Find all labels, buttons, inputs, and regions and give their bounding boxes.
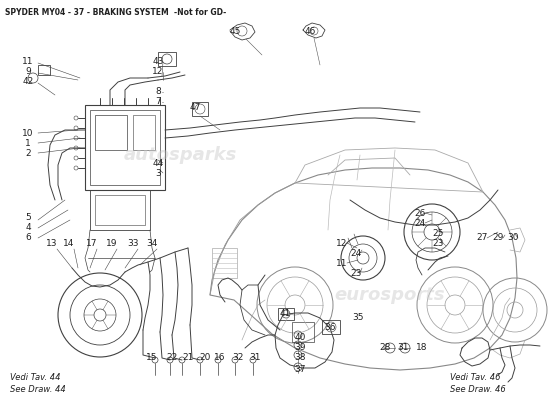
Text: 32: 32 [232, 354, 244, 362]
Bar [212, 248, 237, 278]
Text: 24: 24 [414, 218, 426, 228]
Bar [85, 105, 165, 190]
Text: 33: 33 [127, 238, 139, 248]
Text: See Draw. 44: See Draw. 44 [10, 386, 66, 394]
Text: 31: 31 [397, 344, 409, 352]
Text: 23: 23 [350, 268, 362, 278]
Text: Vedi Tav. 44: Vedi Tav. 44 [10, 374, 60, 382]
Bar [95, 195, 145, 225]
Text: 8: 8 [155, 88, 161, 96]
Bar [90, 110, 160, 185]
Bar [158, 52, 176, 66]
Bar [133, 115, 155, 150]
Bar [292, 322, 314, 342]
Text: eurosports: eurosports [335, 286, 446, 304]
Text: 29: 29 [492, 234, 504, 242]
Text: 2: 2 [25, 148, 31, 158]
Text: 46: 46 [304, 28, 316, 36]
Text: 43: 43 [152, 58, 164, 66]
Text: 41: 41 [279, 308, 291, 318]
Text: 25: 25 [432, 228, 444, 238]
Text: 34: 34 [146, 238, 158, 248]
Text: 22: 22 [166, 354, 178, 362]
Text: 12: 12 [152, 68, 164, 76]
Text: 12: 12 [336, 238, 348, 248]
Text: 26: 26 [414, 208, 426, 218]
Text: 23: 23 [432, 238, 444, 248]
Text: 7: 7 [155, 98, 161, 106]
Text: 45: 45 [229, 28, 241, 36]
Bar [322, 320, 340, 334]
Text: 37: 37 [294, 366, 306, 374]
Text: autosparks: autosparks [123, 146, 236, 164]
Text: 27: 27 [476, 234, 488, 242]
Text: 19: 19 [106, 238, 118, 248]
Text: 38: 38 [294, 354, 306, 362]
Text: 40: 40 [294, 334, 306, 342]
Bar [278, 308, 294, 320]
Text: 36: 36 [324, 324, 336, 332]
Text: 21: 21 [182, 354, 194, 362]
Bar [38, 65, 50, 75]
Bar [90, 190, 150, 230]
Text: 4: 4 [25, 224, 31, 232]
Text: See Draw. 46: See Draw. 46 [450, 386, 506, 394]
Text: 44: 44 [152, 158, 164, 168]
Bar [192, 102, 208, 116]
Text: 13: 13 [46, 238, 58, 248]
Text: 15: 15 [146, 354, 158, 362]
Text: 17: 17 [86, 238, 98, 248]
Text: 18: 18 [416, 344, 428, 352]
Text: 30: 30 [507, 234, 519, 242]
Text: 20: 20 [199, 354, 211, 362]
Bar [95, 115, 127, 150]
Text: SPYDER MY04 - 37 - BRAKING SYSTEM  -Not for GD-: SPYDER MY04 - 37 - BRAKING SYSTEM -Not f… [5, 8, 226, 17]
Text: 11: 11 [22, 58, 34, 66]
Text: 1: 1 [25, 138, 31, 148]
Text: 9: 9 [25, 68, 31, 76]
Text: 6: 6 [25, 234, 31, 242]
Text: 11: 11 [336, 258, 348, 268]
Text: 35: 35 [352, 314, 364, 322]
Text: 47: 47 [189, 104, 201, 112]
Text: 28: 28 [379, 344, 390, 352]
Text: 10: 10 [22, 128, 34, 138]
Text: 16: 16 [214, 354, 225, 362]
Text: 24: 24 [350, 248, 362, 258]
Text: Vedi Tav. 46: Vedi Tav. 46 [450, 374, 500, 382]
Text: 5: 5 [25, 214, 31, 222]
Text: 42: 42 [23, 78, 34, 86]
Text: 14: 14 [63, 238, 75, 248]
Text: 3: 3 [155, 168, 161, 178]
Text: 39: 39 [294, 344, 306, 352]
Text: 31: 31 [249, 354, 261, 362]
